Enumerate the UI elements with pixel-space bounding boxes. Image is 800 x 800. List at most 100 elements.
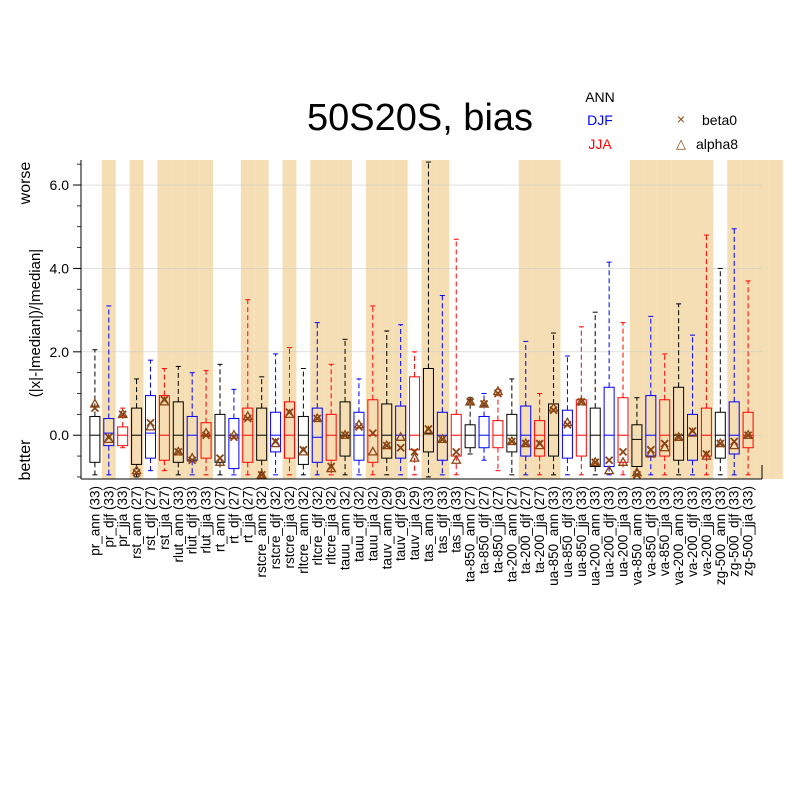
x-tick-label: va-200_djf (33) (685, 486, 700, 577)
x-tick-label: tauv_ann (29) (379, 486, 394, 569)
alpha8-marker (714, 437, 726, 448)
shade-band (657, 160, 672, 479)
x-tick-label: tauv_djf (29) (393, 486, 408, 561)
x-tick-label: va-850_ann (33) (629, 486, 644, 585)
x-tick-label: rst_djf (27) (143, 486, 158, 551)
beta0-marker (410, 447, 419, 457)
beta0-marker (591, 458, 600, 467)
alpha8-marker (506, 435, 518, 446)
x-tick-label: pr_jja (33) (115, 486, 130, 547)
x-tick-label: tauu_jja (32) (365, 486, 380, 561)
x-tick-label: ua-850_jja (33) (574, 486, 589, 577)
x-tick-label: va-200_jja (33) (699, 486, 714, 576)
alpha8-marker (589, 456, 601, 466)
alpha8-marker (214, 456, 226, 466)
box (270, 411, 282, 453)
beta0-marker (452, 447, 461, 457)
x-tick-label: pr_ann (33) (87, 486, 102, 556)
x-tick-label: rstcre_ann (32) (254, 486, 269, 578)
x-tick-label: rltcre_ann (32) (296, 486, 311, 574)
beta0-marker (507, 437, 516, 446)
alpha8-marker (103, 433, 115, 444)
box (506, 413, 518, 453)
box (520, 405, 532, 457)
box (311, 407, 323, 463)
x-tick-label: tauv_jja (29) (407, 486, 422, 560)
box (228, 418, 240, 470)
shade-band (324, 160, 339, 479)
alpha8-marker (89, 398, 101, 408)
x-tick-labels: pr_ann (33)pr_djf (33)pr_jja (33)rst_ann… (87, 486, 755, 586)
alpha8-marker (603, 464, 615, 475)
shade-band (532, 160, 547, 479)
shade-band (546, 160, 561, 479)
beta0-marker (577, 397, 586, 406)
alpha8-marker (478, 398, 490, 408)
beta0-marker (257, 470, 266, 479)
x-tick-label: rltcre_jja (32) (324, 486, 339, 565)
beta0-marker (368, 428, 377, 438)
beta0-marker (396, 443, 405, 452)
alpha8-marker (423, 425, 434, 435)
shade-band (185, 160, 200, 479)
shade-band (768, 160, 783, 479)
alpha8-marker (186, 452, 198, 462)
model-markers (89, 385, 754, 479)
alpha8-marker (687, 427, 698, 437)
box (478, 415, 490, 449)
box (561, 409, 573, 459)
x-tick-label: ta-200_jja (27) (532, 486, 547, 573)
x-tick-label: tauu_djf (32) (351, 486, 366, 562)
box (381, 403, 393, 459)
alpha8-marker (534, 439, 545, 450)
box (325, 413, 337, 461)
alpha8-marker (520, 437, 532, 448)
shaded-bands (101, 160, 783, 479)
box (367, 399, 379, 463)
x-tick-label: ua-850_djf (33) (560, 486, 575, 578)
x-tick-label: rst_jja (27) (157, 486, 172, 550)
alpha8-marker (353, 418, 365, 429)
legend-season-ann: ANN (585, 89, 615, 105)
alpha8-marker (131, 464, 142, 475)
box (117, 426, 129, 447)
x-tick-label: rstcre_djf (32) (268, 486, 283, 569)
beta0-marker (618, 447, 628, 457)
shade-band (755, 160, 769, 479)
x-tick-label: rlut_ann (33) (171, 486, 186, 563)
beta0-marker (479, 399, 489, 409)
x-tick-label: rt_jja (27) (240, 486, 255, 543)
box (617, 397, 629, 463)
y-axis-better-label: better (17, 439, 34, 481)
y-axis-label: (|x|-|median|)/|median| (27, 249, 44, 397)
beta0-marker (174, 447, 183, 457)
shade-band (685, 160, 700, 479)
y-tick-label: 4.0 (50, 260, 70, 276)
shade-band (393, 160, 408, 479)
y-tick-label: 2.0 (50, 344, 70, 360)
legend-beta0-icon: × (677, 111, 685, 127)
x-tick-label: tas_djf (33) (435, 486, 450, 554)
box (464, 424, 476, 449)
beta0-marker (90, 403, 100, 413)
alpha8-marker (673, 431, 684, 441)
shade-band (129, 160, 144, 479)
beta0-marker (382, 441, 391, 450)
alpha8-marker (548, 402, 559, 412)
x-tick-label: rlut_djf (33) (185, 486, 200, 554)
x-tick-label: tas_ann (33) (421, 486, 436, 562)
shade-band (171, 160, 186, 479)
beta0-marker (313, 414, 322, 423)
alpha8-marker (450, 454, 462, 464)
legend-alpha8-icon: △ (676, 136, 686, 151)
alpha8-marker (242, 410, 254, 421)
x-tick-label: ua-850_ann (33) (546, 486, 561, 586)
box (297, 415, 309, 465)
box (575, 399, 587, 457)
alpha8-marker (631, 466, 643, 477)
box (645, 395, 657, 457)
box (158, 395, 170, 461)
x-tick-label: rst_ann (27) (129, 486, 144, 559)
box (700, 407, 712, 457)
